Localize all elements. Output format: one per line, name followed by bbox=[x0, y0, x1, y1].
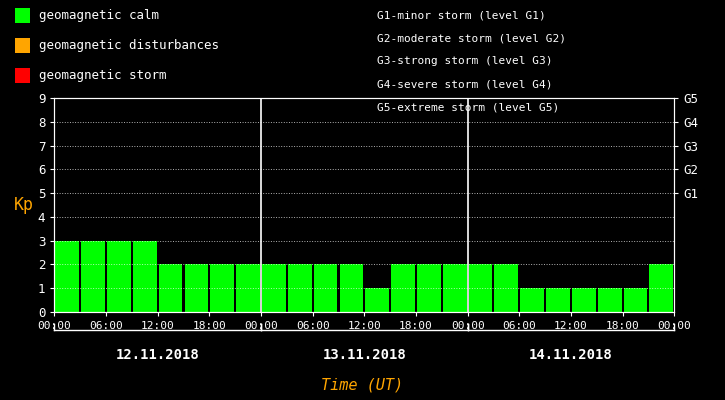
Bar bbox=[55, 241, 79, 312]
Text: geomagnetic disturbances: geomagnetic disturbances bbox=[39, 39, 219, 52]
Text: G3-strong storm (level G3): G3-strong storm (level G3) bbox=[377, 56, 552, 66]
Bar bbox=[392, 264, 415, 312]
Text: G5-extreme storm (level G5): G5-extreme storm (level G5) bbox=[377, 103, 559, 113]
Bar bbox=[236, 264, 260, 312]
Bar bbox=[185, 264, 208, 312]
Bar bbox=[521, 288, 544, 312]
Bar bbox=[598, 288, 621, 312]
Text: geomagnetic calm: geomagnetic calm bbox=[39, 9, 160, 22]
Bar bbox=[443, 264, 467, 312]
Text: 14.11.2018: 14.11.2018 bbox=[529, 348, 613, 362]
Text: G4-severe storm (level G4): G4-severe storm (level G4) bbox=[377, 80, 552, 90]
Bar bbox=[133, 241, 157, 312]
Text: G1-minor storm (level G1): G1-minor storm (level G1) bbox=[377, 10, 546, 20]
Bar bbox=[262, 264, 286, 312]
Bar bbox=[365, 288, 389, 312]
Bar bbox=[417, 264, 441, 312]
Bar bbox=[546, 288, 570, 312]
Bar bbox=[81, 241, 105, 312]
Text: 13.11.2018: 13.11.2018 bbox=[323, 348, 406, 362]
Bar bbox=[339, 264, 363, 312]
Bar bbox=[159, 264, 183, 312]
Bar bbox=[314, 264, 337, 312]
Bar bbox=[650, 264, 674, 312]
Text: 12.11.2018: 12.11.2018 bbox=[116, 348, 199, 362]
Text: G2-moderate storm (level G2): G2-moderate storm (level G2) bbox=[377, 33, 566, 43]
Bar bbox=[494, 264, 518, 312]
Bar bbox=[624, 288, 647, 312]
Y-axis label: Kp: Kp bbox=[14, 196, 34, 214]
Text: geomagnetic storm: geomagnetic storm bbox=[39, 69, 167, 82]
Bar bbox=[210, 264, 234, 312]
Bar bbox=[468, 264, 492, 312]
Bar bbox=[288, 264, 312, 312]
Bar bbox=[572, 288, 596, 312]
Text: Time (UT): Time (UT) bbox=[321, 377, 404, 392]
Bar bbox=[107, 241, 130, 312]
